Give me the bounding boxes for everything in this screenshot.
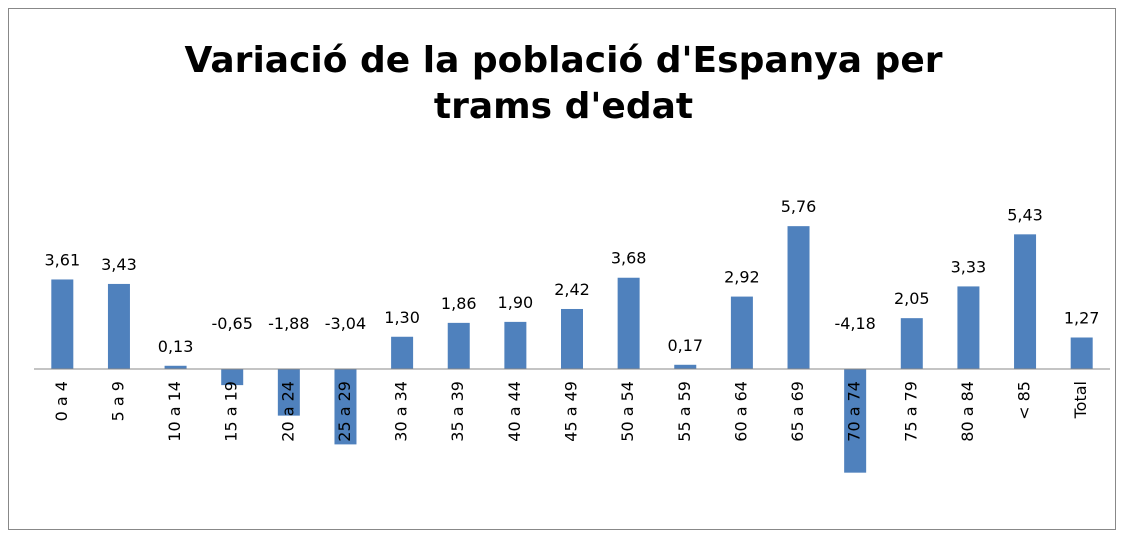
data-label: 1,27 bbox=[1064, 309, 1100, 328]
bar bbox=[617, 277, 640, 369]
x-tick-label: 65 a 69 bbox=[788, 381, 807, 442]
data-label: 5,76 bbox=[781, 197, 817, 216]
x-tick-label: 80 a 84 bbox=[958, 381, 977, 442]
bar bbox=[334, 369, 357, 445]
x-tick-label: 40 a 44 bbox=[505, 381, 524, 442]
x-tick-label: 70 a 74 bbox=[845, 381, 864, 442]
bar bbox=[844, 369, 867, 473]
data-label: -1,88 bbox=[268, 314, 309, 333]
chart-frame bbox=[8, 8, 1116, 530]
x-tick-label: 60 a 64 bbox=[731, 381, 750, 442]
x-tick-label: 50 a 54 bbox=[618, 381, 637, 442]
bar bbox=[164, 365, 187, 369]
data-label: 5,43 bbox=[1007, 205, 1043, 224]
bar bbox=[957, 286, 980, 369]
data-label: 2,05 bbox=[894, 289, 930, 308]
x-tick-label: 35 a 39 bbox=[448, 381, 467, 442]
x-tick-label: 5 a 9 bbox=[108, 381, 127, 421]
data-label: 3,43 bbox=[101, 255, 137, 274]
bar bbox=[391, 336, 414, 369]
title-box: Variació de la població d'Espanya per tr… bbox=[0, 38, 1127, 130]
x-tick-label: 20 a 24 bbox=[278, 381, 297, 442]
data-label: 1,90 bbox=[498, 293, 534, 312]
data-label: 3,33 bbox=[951, 257, 987, 276]
x-tick-label: 0 a 4 bbox=[52, 381, 71, 421]
x-tick-label: 55 a 59 bbox=[675, 381, 694, 442]
data-label: -0,65 bbox=[212, 314, 253, 333]
bar bbox=[730, 296, 753, 369]
bar bbox=[1070, 337, 1093, 369]
x-tick-label: 15 a 19 bbox=[222, 381, 241, 442]
data-label: 2,92 bbox=[724, 268, 760, 287]
chart-title: Variació de la població d'Espanya per tr… bbox=[184, 40, 943, 127]
bar bbox=[1014, 234, 1037, 369]
data-label: -3,04 bbox=[325, 314, 366, 333]
bar bbox=[504, 321, 527, 369]
data-label: 3,61 bbox=[45, 250, 81, 269]
data-label: -4,18 bbox=[834, 314, 875, 333]
bar bbox=[900, 318, 923, 369]
data-label: 3,68 bbox=[611, 249, 647, 268]
bar bbox=[447, 322, 470, 369]
bar bbox=[787, 226, 810, 369]
bar bbox=[561, 308, 583, 369]
bar bbox=[221, 369, 244, 386]
x-tick-label: 75 a 79 bbox=[901, 381, 920, 442]
x-tick-label: 30 a 34 bbox=[392, 381, 411, 442]
x-tick-label: < 85 bbox=[1015, 381, 1034, 420]
data-label: 1,30 bbox=[384, 308, 420, 327]
data-label: 1,86 bbox=[441, 294, 477, 313]
bar bbox=[107, 283, 130, 369]
data-label: 2,42 bbox=[554, 280, 590, 299]
x-tick-label: 45 a 49 bbox=[562, 381, 581, 442]
bar bbox=[674, 364, 697, 369]
bar bbox=[277, 369, 300, 416]
x-tick-label: 10 a 14 bbox=[165, 381, 184, 442]
x-tick-label: 25 a 29 bbox=[335, 381, 354, 442]
x-tick-label: Total bbox=[1071, 381, 1090, 419]
data-label: 0,17 bbox=[667, 336, 703, 355]
bar bbox=[51, 279, 74, 369]
data-label: 0,13 bbox=[158, 337, 194, 356]
